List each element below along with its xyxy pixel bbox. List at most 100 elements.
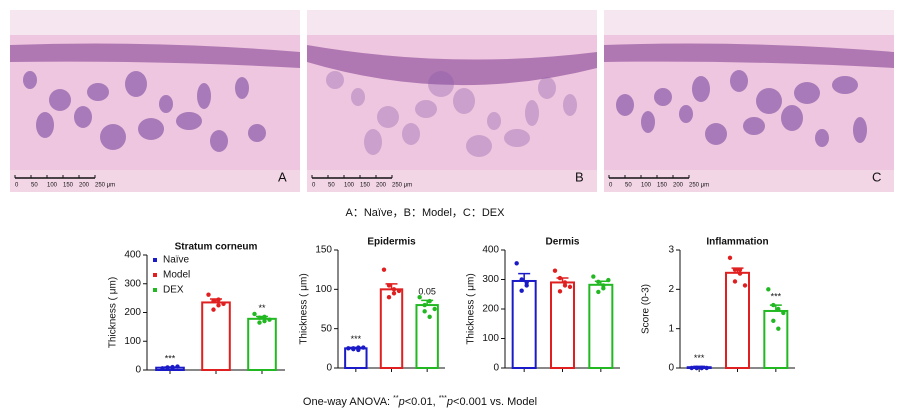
data-point <box>727 255 733 261</box>
gland <box>794 82 820 104</box>
footnote-part: p <box>446 396 453 408</box>
gland <box>815 129 829 147</box>
histology-image: 0 50 100 150 200 250 μm B <box>307 10 597 192</box>
image-bg <box>604 10 894 192</box>
image-top <box>307 10 597 35</box>
footnote-part: One-way ANOVA: <box>303 396 393 408</box>
gland <box>351 88 365 106</box>
gland <box>853 117 867 143</box>
epidermis <box>10 43 300 68</box>
gland <box>781 105 803 131</box>
data-point <box>567 284 573 290</box>
scale-label: 0 <box>15 183 19 189</box>
scale-label: 100 <box>641 183 652 189</box>
gland <box>504 129 530 147</box>
footnote-part: p <box>398 396 405 408</box>
scale-label: 200 <box>673 183 684 189</box>
image-bg <box>307 10 597 192</box>
scale-label: 50 <box>625 183 632 189</box>
data-point <box>771 318 776 323</box>
gland <box>705 123 727 145</box>
gland <box>49 89 71 111</box>
chart-title: Stratum corneum <box>175 242 258 253</box>
gland <box>616 94 634 116</box>
image-bottom <box>10 170 300 192</box>
data-point <box>781 310 786 316</box>
data-point <box>557 275 563 281</box>
data-point <box>160 366 165 371</box>
scale-label: 250 μm <box>392 183 412 189</box>
bar <box>415 304 439 370</box>
y-tick-label: 300 <box>482 274 499 285</box>
bar <box>763 309 789 370</box>
scale-label: 150 <box>360 183 371 189</box>
data-point <box>396 288 402 294</box>
gland <box>743 117 765 135</box>
data-point <box>386 295 392 300</box>
histology-image: 0 50 100 150 200 250 μm A <box>10 10 300 192</box>
scale-label: 0 <box>609 183 613 189</box>
gland <box>326 71 344 89</box>
y-tick-label: 400 <box>124 250 141 261</box>
gland <box>654 88 672 106</box>
data-point <box>591 274 596 279</box>
data-point <box>552 268 558 273</box>
gland <box>487 112 501 130</box>
scale-label: 50 <box>328 183 335 189</box>
significance: *** <box>771 291 782 301</box>
y-tick-label: 0 <box>326 363 332 374</box>
data-point <box>519 277 524 282</box>
data-point <box>422 309 427 314</box>
scale-label: 200 <box>79 183 90 189</box>
chart-title: Dermis <box>546 237 580 248</box>
y-tick-label: 100 <box>124 336 141 347</box>
data-point <box>422 302 427 308</box>
data-point <box>262 318 267 324</box>
error-bar <box>518 272 531 281</box>
data-point <box>267 317 272 322</box>
panel-label: B <box>575 169 584 184</box>
gland <box>159 95 173 113</box>
y-tick-label: 400 <box>482 245 499 256</box>
gland <box>756 88 782 114</box>
data-point <box>699 365 704 371</box>
data-point <box>771 302 776 308</box>
gland <box>525 100 539 126</box>
significance: *** <box>351 334 362 344</box>
gland <box>197 83 211 109</box>
y-axis-label: Thickness ( μm) <box>299 273 310 344</box>
gland <box>415 100 437 118</box>
y-axis-label: Thickness ( μm) <box>108 277 119 348</box>
footnote-part: ** <box>393 395 399 402</box>
significance: ** <box>258 303 266 313</box>
bar <box>344 347 368 370</box>
panel-label: A <box>278 169 287 184</box>
significance: *** <box>694 353 705 363</box>
gland <box>453 88 475 114</box>
gland <box>538 77 556 99</box>
y-tick-label: 3 <box>668 245 674 256</box>
y-axis-label: Thickness ( μm) <box>466 273 477 344</box>
gland <box>176 112 202 130</box>
data-point <box>557 289 563 294</box>
data-point <box>427 314 432 320</box>
gland <box>679 105 693 123</box>
data-point <box>216 297 221 302</box>
epidermis <box>307 45 597 86</box>
legend-label: Model <box>163 270 190 281</box>
bar <box>550 281 575 370</box>
image-top <box>10 10 300 35</box>
scale-label: 250 μm <box>95 183 115 189</box>
data-point <box>351 346 356 351</box>
panel-label: C <box>872 169 881 184</box>
gland <box>402 123 420 145</box>
gland <box>832 76 858 94</box>
scale-label: 100 <box>47 183 58 189</box>
bar <box>588 283 614 369</box>
gland <box>466 135 492 157</box>
gland <box>428 71 454 97</box>
image-bottom <box>604 170 894 192</box>
y-tick-label: 0 <box>493 363 499 374</box>
significance: *** <box>165 354 176 364</box>
data-point <box>252 311 257 317</box>
